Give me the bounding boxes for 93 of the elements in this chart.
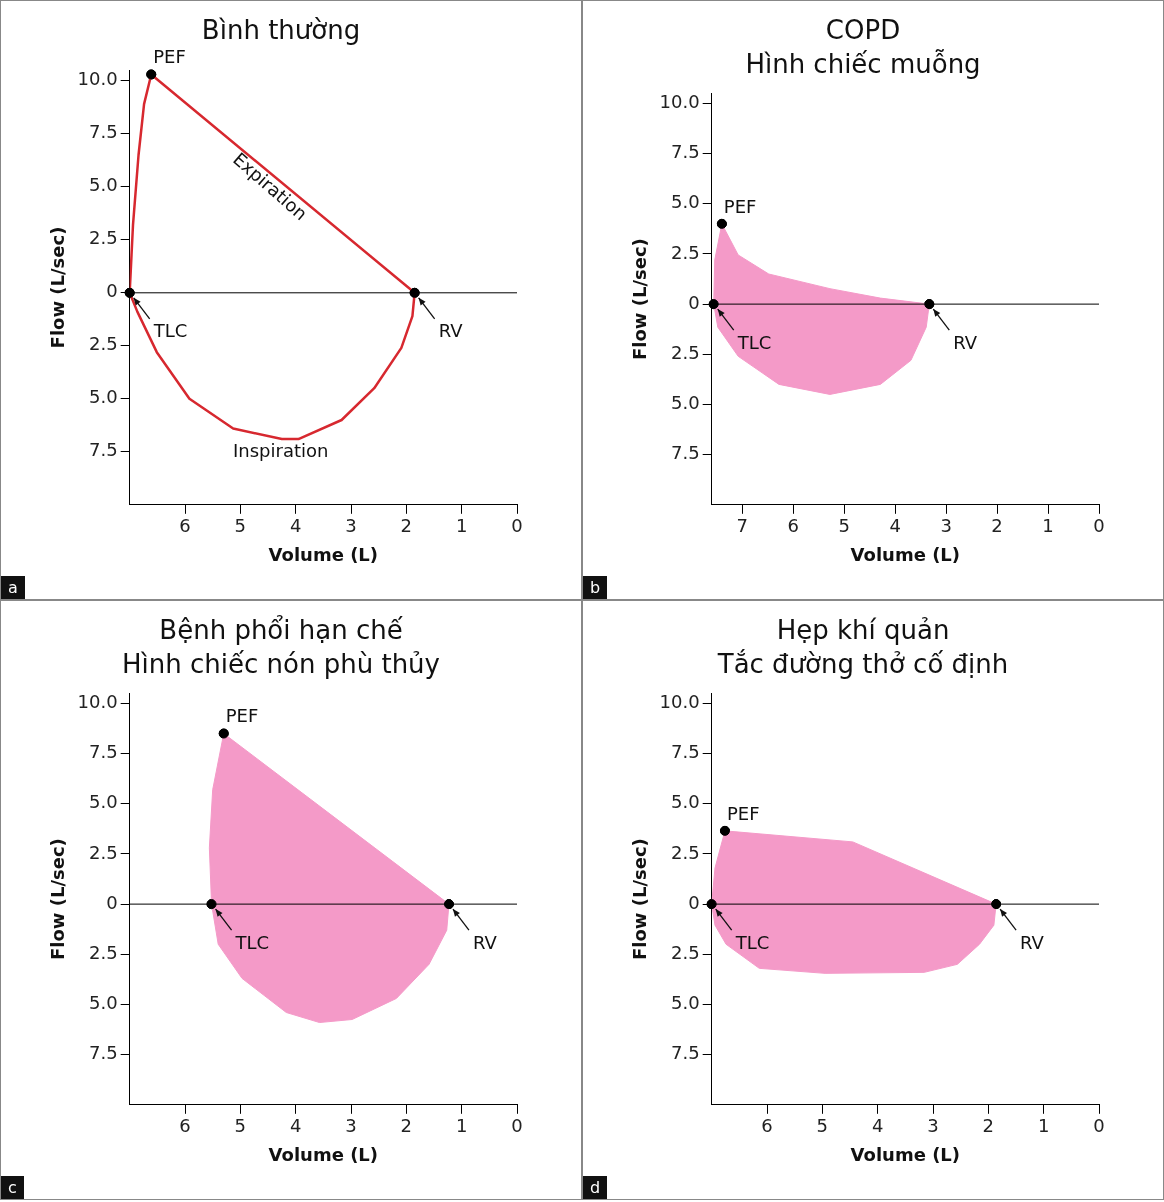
y-tick-label: 7.5 xyxy=(671,741,700,763)
x-tick-label: 2 xyxy=(400,1115,413,1137)
x-tick-label: 4 xyxy=(889,515,901,537)
annotation: PEF xyxy=(225,705,259,727)
x-tick-label: 4 xyxy=(871,1115,884,1137)
annotation: TLC xyxy=(734,931,770,953)
chart-subtitle: Hình chiếc muỗng xyxy=(745,48,981,79)
x-tick-label: 0 xyxy=(1093,515,1105,537)
x-tick-label: 1 xyxy=(1037,1115,1050,1137)
y-tick-label: 5.0 xyxy=(671,392,700,414)
y-axis-title: Flow (L/sec) xyxy=(47,226,69,349)
y-tick-label: 0 xyxy=(688,891,700,913)
x-tick-label: 5 xyxy=(234,515,247,537)
y-tick-label: 2.5 xyxy=(671,241,700,263)
y-tick-label: 2.5 xyxy=(89,941,118,963)
x-tick-label: 6 xyxy=(179,1115,191,1137)
annotation: PEF xyxy=(153,46,186,68)
chart-title: Bệnh phổi hạn chế xyxy=(159,615,403,646)
y-tick-label: 7.5 xyxy=(89,439,118,461)
y-tick-label: 5.0 xyxy=(89,174,118,196)
y-tick-label: 7.5 xyxy=(89,121,118,143)
x-tick-label: 5 xyxy=(816,1115,829,1137)
x-tick-label: 2 xyxy=(991,515,1003,537)
chart-title: Bình thường xyxy=(201,15,361,46)
x-tick-label: 1 xyxy=(455,515,468,537)
y-tick-label: 10.0 xyxy=(659,691,700,713)
y-tick-label: 2.5 xyxy=(89,333,118,355)
y-axis-title: Flow (L/sec) xyxy=(629,838,651,961)
annotation: PEF xyxy=(723,195,757,217)
y-tick-label: 10.0 xyxy=(77,68,118,90)
y-tick-label: 7.5 xyxy=(89,741,118,763)
x-tick-label: 6 xyxy=(787,515,799,537)
text: a xyxy=(1,576,25,599)
y-axis-title: Flow (L/sec) xyxy=(629,238,651,361)
y-tick-label: 7.5 xyxy=(671,442,700,464)
annotation: RV xyxy=(438,320,464,342)
x-tick-label: 7 xyxy=(736,515,748,537)
x-axis-title: Volume (L) xyxy=(850,1143,961,1165)
x-tick-label: 4 xyxy=(289,1115,302,1137)
x-tick-label: 1 xyxy=(455,1115,468,1137)
y-tick-label: 10.0 xyxy=(659,91,700,113)
chart-subtitle: Hình chiếc nón phù thủy xyxy=(122,648,440,679)
y-tick-label: 7.5 xyxy=(671,141,700,163)
x-tick-label: 0 xyxy=(511,515,523,537)
x-tick-label: 6 xyxy=(761,1115,773,1137)
x-tick-label: 1 xyxy=(1042,515,1054,537)
y-tick-label: 0 xyxy=(106,280,118,302)
y-tick-label: 5.0 xyxy=(671,992,700,1014)
x-axis-title: Volume (L) xyxy=(850,543,961,565)
x-tick-label: 2 xyxy=(400,515,413,537)
y-tick-label: 5.0 xyxy=(89,386,118,408)
x-axis-title: Volume (L) xyxy=(268,1143,379,1165)
x-tick-label: 3 xyxy=(345,1115,357,1137)
x-tick-label: 3 xyxy=(927,1115,939,1137)
x-tick-label: 2 xyxy=(982,1115,995,1137)
x-tick-label: 3 xyxy=(940,515,952,537)
annotation: RV xyxy=(1020,931,1045,953)
x-tick-label: 5 xyxy=(234,1115,247,1137)
annotation: TLC xyxy=(152,320,188,342)
x-tick-label: 0 xyxy=(1093,1115,1105,1137)
annotation: Inspiration xyxy=(233,440,329,462)
x-axis-title: Volume (L) xyxy=(268,543,379,565)
x-tick-label: 0 xyxy=(511,1115,523,1137)
chart-title: Hẹp khí quản xyxy=(776,615,950,646)
text: b xyxy=(583,576,608,599)
y-tick-label: 7.5 xyxy=(89,1042,118,1064)
x-tick-label: 4 xyxy=(289,515,302,537)
y-axis-title: Flow (L/sec) xyxy=(47,838,69,961)
annotation: TLC xyxy=(736,331,772,353)
y-tick-label: 2.5 xyxy=(671,941,700,963)
chart-title: COPD xyxy=(825,15,901,46)
chart-subtitle: Tắc đường thở cố định xyxy=(716,648,1009,679)
y-tick-label: 5.0 xyxy=(89,992,118,1014)
annotation: TLC xyxy=(234,931,270,953)
y-tick-label: 10.0 xyxy=(77,691,118,713)
text: c xyxy=(1,1176,24,1199)
y-tick-label: 5.0 xyxy=(671,191,700,213)
y-tick-label: 5.0 xyxy=(89,791,118,813)
text: d xyxy=(583,1176,608,1199)
x-tick-label: 5 xyxy=(838,515,850,537)
y-tick-label: 2.5 xyxy=(89,841,118,863)
x-tick-label: 6 xyxy=(179,515,191,537)
annotation: RV xyxy=(953,331,978,353)
y-tick-label: 0 xyxy=(106,891,118,913)
y-tick-label: 2.5 xyxy=(89,227,118,249)
y-tick-label: 0 xyxy=(688,291,700,313)
annotation: PEF xyxy=(726,802,760,824)
x-tick-label: 3 xyxy=(345,515,357,537)
y-tick-label: 2.5 xyxy=(671,841,700,863)
annotation: RV xyxy=(472,931,498,953)
y-tick-label: 5.0 xyxy=(671,791,700,813)
y-tick-label: 7.5 xyxy=(671,1042,700,1064)
y-tick-label: 2.5 xyxy=(671,341,700,363)
